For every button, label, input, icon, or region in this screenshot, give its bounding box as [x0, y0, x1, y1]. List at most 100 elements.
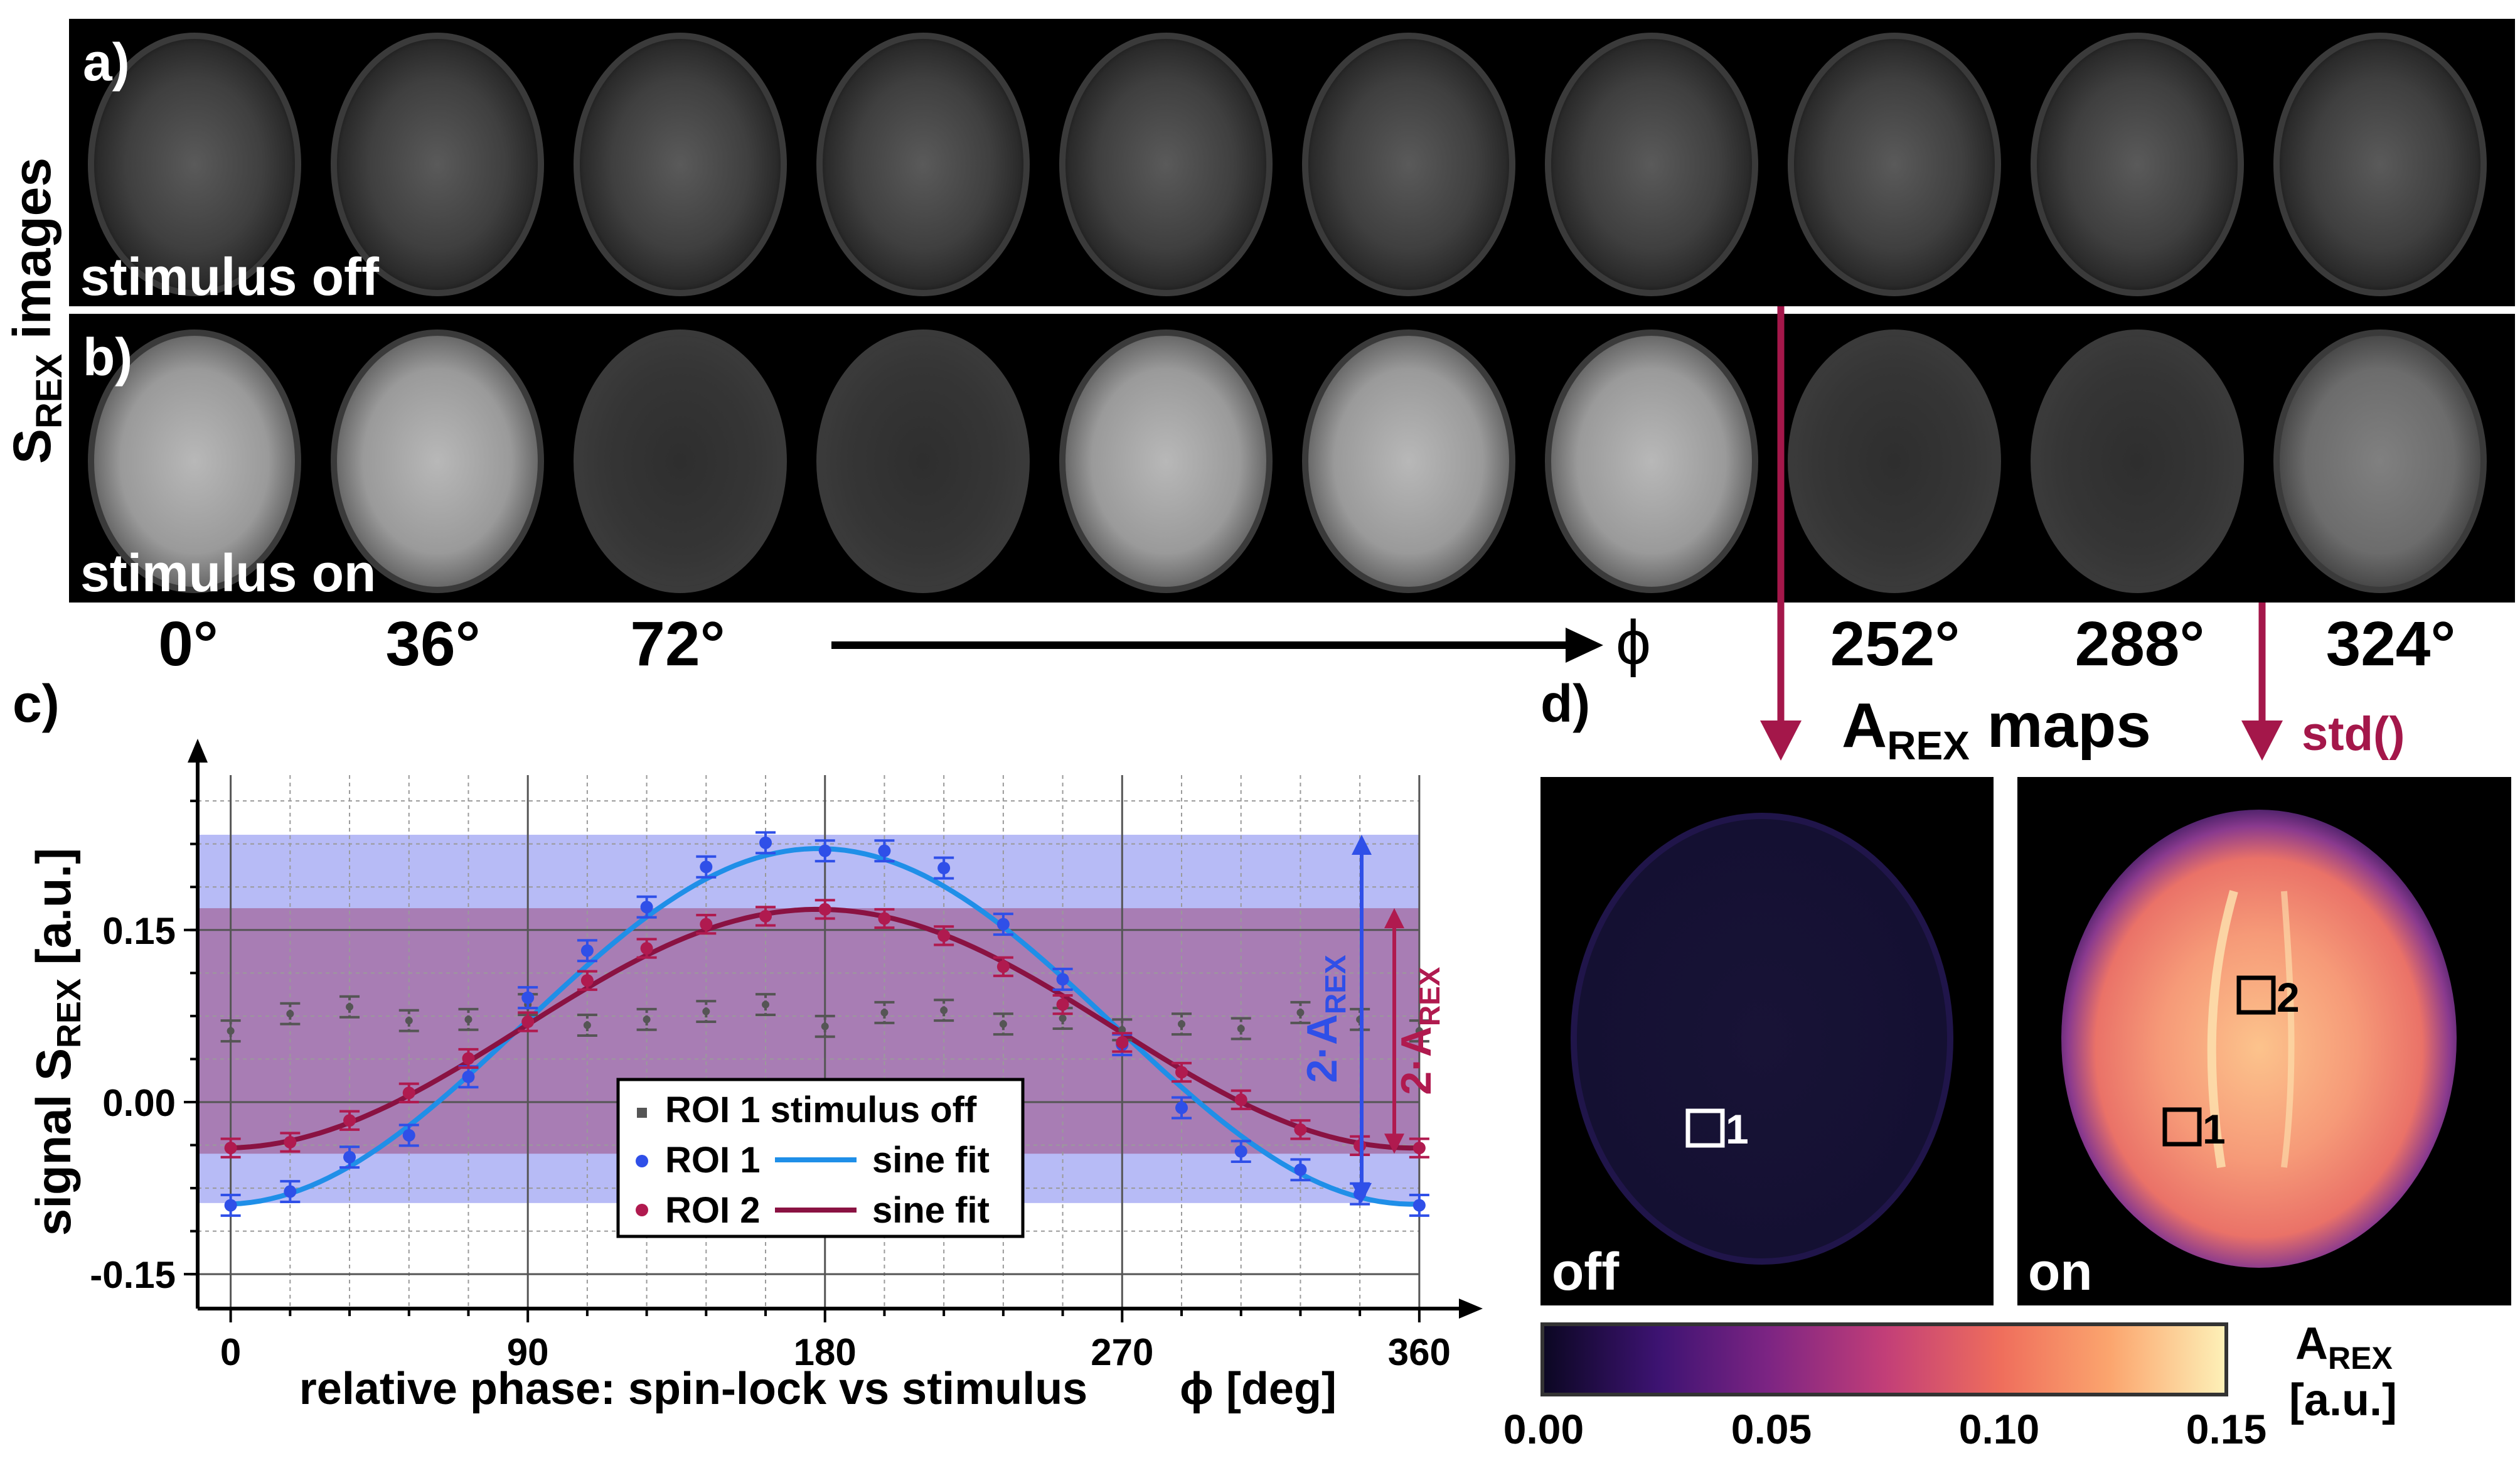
- brain-image-on: [574, 329, 787, 593]
- colorbar-label-main: A: [2295, 1319, 2328, 1369]
- data-point: [1234, 1145, 1247, 1158]
- data-point: [1178, 1020, 1186, 1028]
- map-on-label: on: [2028, 1242, 2093, 1301]
- roi-box-label: 1: [2202, 1106, 2226, 1152]
- brain-image-on: [1788, 329, 2001, 593]
- data-point: [462, 1052, 475, 1065]
- colorbar-tick: 0.00: [1503, 1406, 1584, 1452]
- roi-box-label: 2: [2277, 974, 2300, 1021]
- panel-label-a: a): [83, 33, 130, 92]
- amplitude-arrowhead: [1352, 1182, 1372, 1203]
- x-tick-label: 360: [1388, 1331, 1451, 1373]
- data-point: [1415, 1027, 1423, 1035]
- std-label: std(): [2302, 707, 2405, 761]
- x-axis-arrowhead: [1459, 1299, 1483, 1319]
- phase-label: 324°: [2326, 609, 2456, 679]
- y-axis-label-sub: REX: [50, 978, 88, 1048]
- data-point: [1116, 1036, 1129, 1049]
- brain-image-off: [2031, 33, 2244, 296]
- phase-label: 36°: [385, 609, 480, 679]
- map-off: 1 off: [1540, 777, 1994, 1305]
- brain-image-off: [2273, 33, 2487, 296]
- data-point: [1056, 998, 1069, 1011]
- panel-label-c: c): [13, 674, 60, 733]
- data-point: [1296, 1009, 1305, 1017]
- amplitude-arrowhead: [1384, 908, 1404, 929]
- data-point: [702, 1007, 710, 1015]
- data-point: [940, 1006, 948, 1014]
- x-tick-label: 270: [1091, 1331, 1153, 1373]
- data-point: [818, 903, 831, 916]
- y-tick-label: 0.15: [102, 910, 176, 952]
- strip-stimulus-off: a) stimulus off: [69, 19, 2515, 306]
- data-point: [1056, 973, 1069, 986]
- data-point: [878, 912, 891, 925]
- brain-image-off: [1788, 33, 2001, 296]
- brain-image-on: [2031, 329, 2244, 593]
- legend-row3-label: ROI 2: [665, 1190, 761, 1231]
- y-tick-label: -0.15: [90, 1254, 176, 1296]
- data-point: [464, 1015, 472, 1024]
- data-point: [818, 844, 831, 857]
- map-on: 1 2 on: [2017, 777, 2511, 1305]
- data-point: [880, 1009, 889, 1017]
- data-point: [759, 836, 772, 849]
- data-point: [227, 1027, 235, 1035]
- amplitude-label: 2·AREX: [1298, 955, 1352, 1083]
- data-point: [640, 901, 653, 914]
- data-point: [643, 1015, 651, 1024]
- data-point: [1412, 1142, 1426, 1155]
- maps-title: AREX maps: [1842, 690, 2151, 768]
- data-point: [405, 1017, 413, 1025]
- row-title-sub: REX: [29, 353, 70, 429]
- data-point: [346, 1003, 354, 1011]
- phase-label: 288°: [2075, 609, 2205, 679]
- arrows-to-maps: [1760, 306, 2283, 761]
- data-point: [462, 1070, 475, 1083]
- x-tick-label: 180: [794, 1331, 857, 1373]
- data-point: [521, 991, 535, 1004]
- data-point: [1175, 1101, 1188, 1115]
- data-point: [821, 1022, 829, 1031]
- data-point: [1118, 1026, 1126, 1034]
- data-point: [284, 1135, 297, 1149]
- brain-image-off: [1302, 33, 1515, 296]
- legend-row2-fit: sine fit: [872, 1140, 990, 1181]
- x-tick-label: 0: [220, 1331, 241, 1373]
- amplitude-arrowhead: [1352, 835, 1372, 855]
- data-point: [580, 944, 594, 957]
- data-point: [1412, 1199, 1426, 1212]
- data-point: [996, 960, 1010, 973]
- y-axis-label: signal SREX [a.u.]: [26, 848, 88, 1236]
- phase-labels: 0° 36° 72° 252° 288° 324°: [158, 609, 2455, 679]
- data-point: [583, 1021, 591, 1029]
- data-point: [762, 1000, 770, 1009]
- brain-image-on: [331, 329, 544, 593]
- data-point: [937, 929, 951, 942]
- data-point: [1294, 1163, 1307, 1176]
- brain-image-on: [1059, 329, 1273, 593]
- data-point: [1175, 1066, 1188, 1079]
- data-point: [1294, 1123, 1307, 1136]
- phase-label: 72°: [630, 609, 725, 679]
- amplitude-label-sub: REX: [1413, 967, 1446, 1026]
- row-title-rest: images: [3, 158, 61, 354]
- colorbar-tick: 0.10: [1959, 1406, 2039, 1452]
- x-tick-label: 90: [507, 1331, 549, 1373]
- y-axis-arrowhead: [188, 739, 208, 763]
- strip-off-label: stimulus off: [80, 247, 380, 306]
- data-point: [224, 1199, 237, 1212]
- brain-image-on: [816, 329, 1030, 593]
- y-axis-label-unit: [a.u.]: [26, 848, 81, 978]
- y-tick-label: 0.00: [102, 1082, 176, 1124]
- amplitude-label: 2·AREX: [1392, 967, 1446, 1095]
- data-point: [286, 1010, 294, 1018]
- amplitude-label-main: 2·A: [1298, 1014, 1346, 1083]
- legend-marker: [637, 1108, 647, 1118]
- brain-image-off: [574, 33, 787, 296]
- y-axis-label-main: signal S: [26, 1048, 81, 1236]
- legend-row3-fit: sine fit: [872, 1190, 990, 1231]
- maps-title-rest: maps: [1970, 690, 2151, 761]
- data-point: [284, 1185, 297, 1198]
